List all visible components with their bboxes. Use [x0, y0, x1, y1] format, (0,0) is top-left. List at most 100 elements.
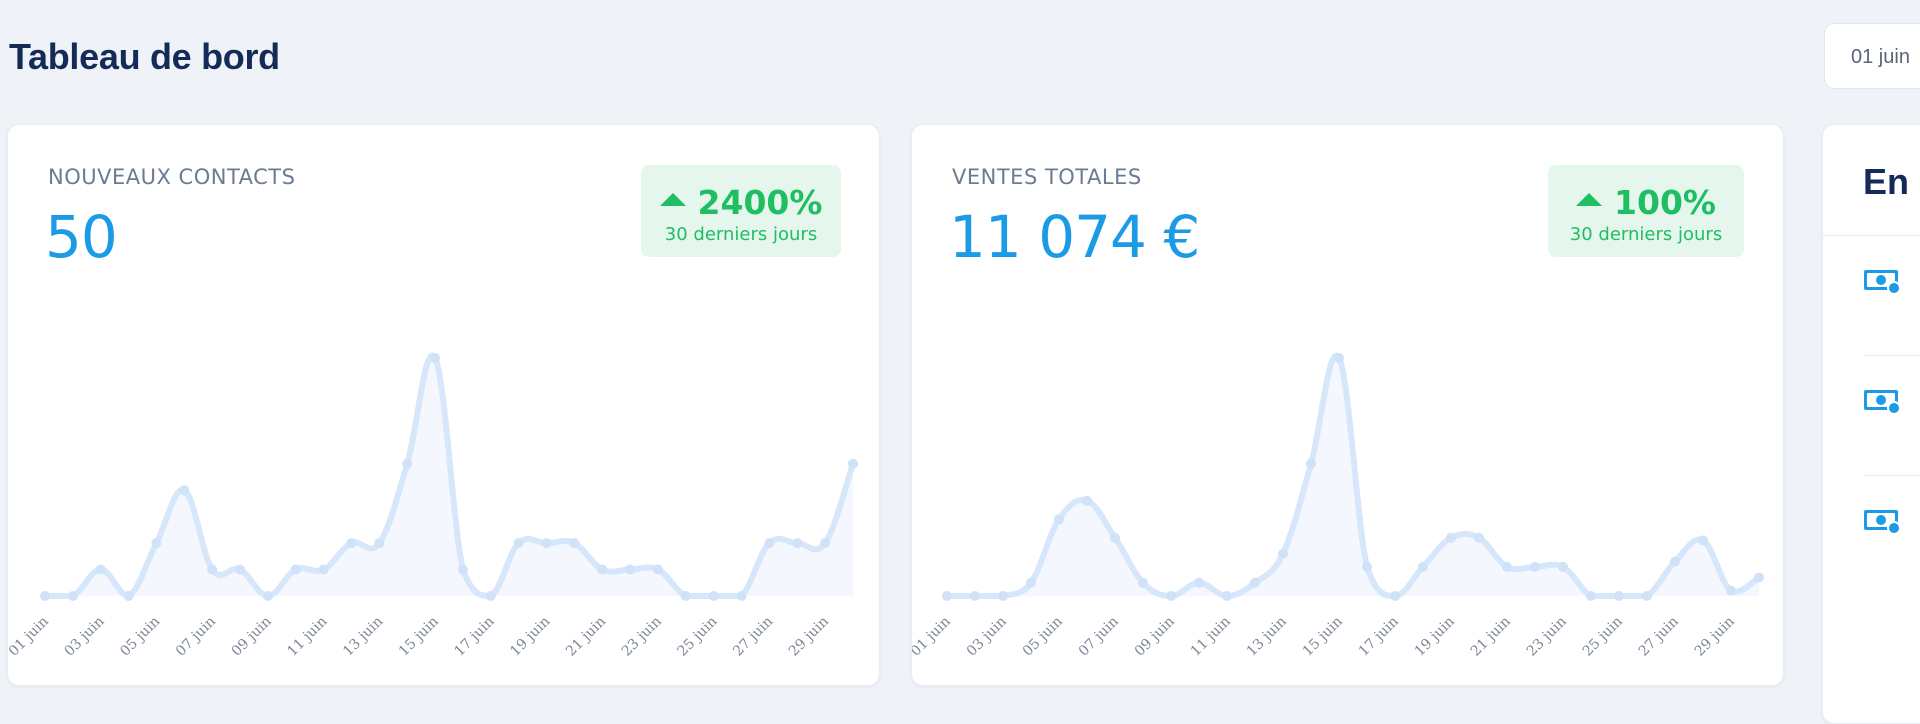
data-point[interactable]: [374, 538, 385, 549]
contacts-chart: 01 juin 03 juin 05 juin 07 juin 09 juin 11 ju…: [8, 352, 858, 660]
data-point[interactable]: [485, 591, 496, 601]
data-point[interactable]: [40, 591, 50, 601]
x-tick-label: 07 juin: [1076, 614, 1122, 660]
money-icon: [1864, 270, 1901, 294]
data-point[interactable]: [1670, 556, 1680, 567]
data-point[interactable]: [998, 591, 1008, 601]
activity-item[interactable]: [1863, 236, 1920, 356]
x-tick-label: 25 juin: [1580, 614, 1626, 660]
divider: [1863, 355, 1920, 356]
data-point[interactable]: [1502, 561, 1512, 572]
data-point[interactable]: [235, 564, 246, 575]
data-point[interactable]: [652, 564, 663, 575]
data-point[interactable]: [207, 564, 218, 575]
data-point[interactable]: [457, 564, 468, 575]
data-point[interactable]: [680, 591, 691, 601]
x-tick-label: 11 juin: [284, 614, 330, 660]
page-title: Tableau de bord: [9, 36, 280, 77]
trend-badge: 2400% 30 derniers jours: [641, 165, 841, 257]
data-point[interactable]: [1754, 572, 1764, 583]
data-point[interactable]: [1278, 548, 1288, 559]
data-point[interactable]: [1026, 577, 1036, 588]
x-tick-label: 15 juin: [396, 614, 442, 660]
data-point[interactable]: [569, 538, 580, 549]
data-point[interactable]: [541, 538, 552, 549]
data-point[interactable]: [402, 458, 413, 469]
trend-period: 30 derniers jours: [664, 224, 818, 245]
data-point[interactable]: [1166, 591, 1176, 601]
data-point[interactable]: [1362, 561, 1372, 572]
data-point[interactable]: [1614, 591, 1624, 601]
data-point[interactable]: [95, 564, 106, 575]
x-tick-label: 23 juin: [619, 614, 665, 660]
data-point[interactable]: [1110, 532, 1120, 543]
data-point[interactable]: [942, 591, 952, 601]
data-point[interactable]: [179, 485, 190, 496]
data-point[interactable]: [1306, 458, 1316, 469]
data-point[interactable]: [1054, 514, 1064, 525]
x-tick-label: 15 juin: [1300, 614, 1346, 660]
data-point[interactable]: [1558, 561, 1568, 572]
x-tick-label: 27 juin: [1636, 614, 1682, 660]
data-point[interactable]: [1138, 577, 1148, 588]
trend-up-icon: [659, 193, 686, 206]
money-icon: [1864, 510, 1901, 534]
new-contacts-card: NOUVEAUX CONTACTS 50 2400% 30 derniers j…: [7, 124, 880, 686]
x-tick-label: 13 juin: [340, 614, 386, 660]
data-point[interactable]: [970, 591, 980, 601]
data-point[interactable]: [1334, 353, 1344, 363]
data-point[interactable]: [151, 538, 162, 549]
card-label: NOUVEAUX CONTACTS: [48, 165, 296, 189]
data-point[interactable]: [736, 591, 747, 601]
data-point[interactable]: [1474, 532, 1484, 543]
x-tick-label: 17 juin: [452, 614, 498, 660]
divider: [1863, 475, 1920, 476]
date-range-picker[interactable]: 01 juin: [1824, 23, 1920, 89]
data-point[interactable]: [820, 538, 831, 549]
x-tick-label: 05 juin: [117, 614, 163, 660]
x-tick-label: 09 juin: [1132, 614, 1178, 660]
data-point[interactable]: [1586, 591, 1596, 601]
data-point[interactable]: [1418, 561, 1428, 572]
data-point[interactable]: [67, 591, 78, 601]
data-point[interactable]: [430, 353, 441, 363]
data-point[interactable]: [123, 591, 134, 601]
x-tick-label: 17 juin: [1356, 614, 1402, 660]
data-point[interactable]: [1250, 577, 1260, 588]
data-point[interactable]: [1726, 585, 1736, 596]
trend-value: 2400%: [697, 183, 823, 222]
data-point[interactable]: [597, 564, 608, 575]
data-point[interactable]: [290, 564, 301, 575]
card-value: 50: [45, 203, 118, 271]
trend-up-icon: [1576, 193, 1603, 206]
data-point[interactable]: [1222, 591, 1232, 601]
activity-item[interactable]: [1863, 476, 1920, 596]
x-tick-label: 29 juin: [1692, 614, 1738, 660]
data-point[interactable]: [1082, 495, 1092, 506]
x-tick-label: 19 juin: [507, 614, 553, 660]
data-point[interactable]: [1390, 591, 1400, 601]
data-point[interactable]: [625, 564, 636, 575]
x-tick-label: 05 juin: [1020, 614, 1066, 660]
data-point[interactable]: [1194, 577, 1204, 588]
data-point[interactable]: [513, 538, 524, 549]
trend-badge: 100% 30 derniers jours: [1548, 165, 1744, 257]
x-tick-label: 21 juin: [1468, 614, 1514, 660]
x-tick-label: 29 juin: [786, 614, 832, 660]
data-point[interactable]: [848, 458, 858, 469]
data-point[interactable]: [764, 538, 775, 549]
data-point[interactable]: [262, 591, 273, 601]
data-point[interactable]: [346, 538, 357, 549]
card-label: VENTES TOTALES: [952, 165, 1142, 189]
data-point[interactable]: [1530, 561, 1540, 572]
data-point[interactable]: [1698, 535, 1708, 546]
card-value: 11 074 €: [949, 203, 1200, 271]
data-point[interactable]: [1446, 532, 1456, 543]
data-point[interactable]: [1642, 591, 1652, 601]
activity-item[interactable]: [1863, 356, 1920, 476]
data-point[interactable]: [792, 538, 803, 549]
trend-period: 30 derniers jours: [1569, 224, 1723, 245]
x-tick-label: 21 juin: [563, 614, 609, 660]
data-point[interactable]: [708, 591, 719, 601]
data-point[interactable]: [318, 564, 329, 575]
